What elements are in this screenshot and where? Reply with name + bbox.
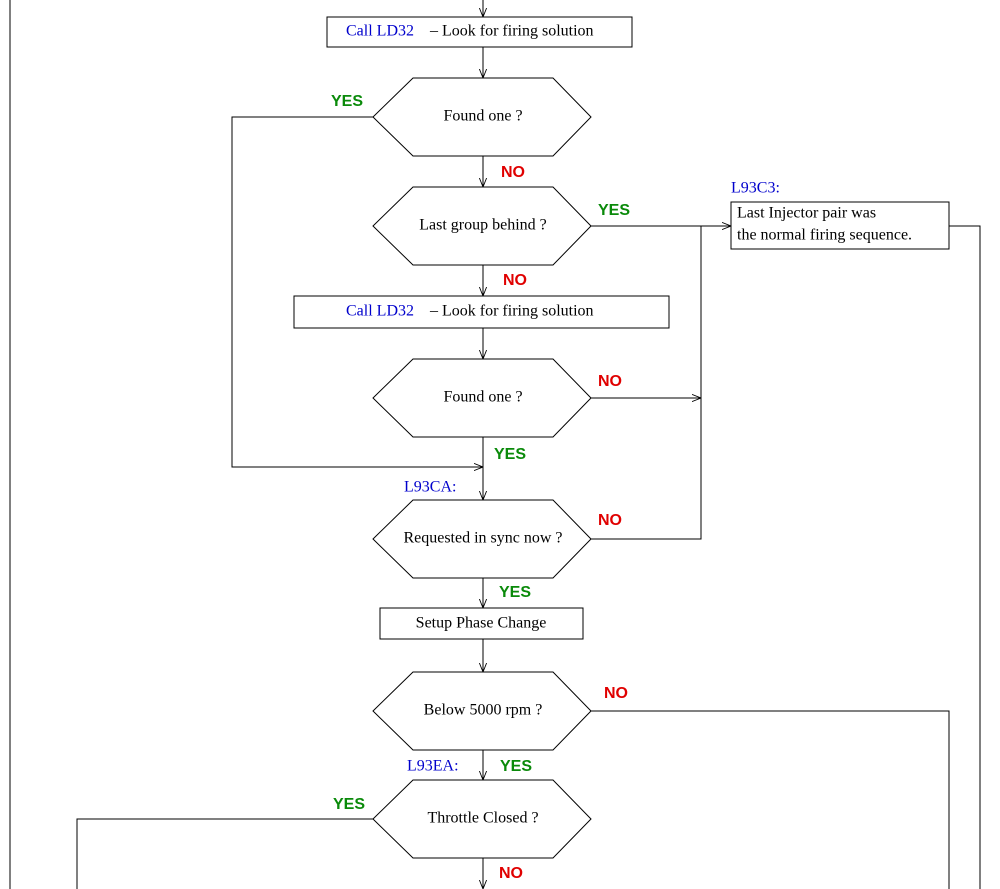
decision-shape: [372, 77, 592, 157]
process-box: Call LD32 – Look for firing solution: [326, 16, 633, 48]
box-text: Setup Phase Change: [416, 615, 547, 632]
decision-text: Found one ?: [443, 389, 522, 406]
address-label: L93EA:: [407, 758, 459, 775]
decision: Throttle Closed ? YES NO: [333, 779, 592, 882]
decision: Requested in sync now ? YES NO: [372, 499, 622, 601]
process-box: Call LD32 – Look for firing solution: [293, 295, 670, 329]
call-label: Call LD32: [346, 303, 414, 320]
decision: Below 5000 rpm ? YES NO: [372, 671, 628, 775]
decision-shape: [372, 186, 592, 266]
decision-text: Requested in sync now ?: [403, 530, 562, 547]
decision-text: Found one ?: [443, 108, 522, 125]
box-text: the normal firing sequence.: [737, 227, 912, 244]
decision-text: Throttle Closed ?: [427, 810, 538, 827]
box-text: – Look for firing solution: [429, 303, 594, 320]
decision: Last group behind ? YES NO: [372, 186, 630, 289]
process-box: Setup Phase Change: [379, 607, 584, 640]
yes-label: YES: [598, 202, 630, 219]
no-label: NO: [598, 512, 622, 529]
decision-shape: [372, 671, 592, 751]
yes-label: YES: [331, 93, 363, 110]
decision-shape: [372, 779, 592, 859]
box-text: – Look for firing solution: [429, 23, 594, 40]
no-label: NO: [499, 865, 523, 882]
box-text: Last Injector pair was: [737, 205, 876, 222]
decision: Found one ? YES NO: [372, 358, 622, 463]
decisions: Found one ? YES NO Last group behind ? YES NO…: [331, 77, 630, 882]
address-label: L93C3:: [731, 180, 780, 197]
decision-shape: [372, 499, 592, 579]
address-label: L93CA:: [404, 479, 456, 496]
no-label: NO: [604, 685, 628, 702]
process-box: L93C3: Last Injector pair was the normal…: [730, 180, 950, 250]
decision-text: Last group behind ?: [419, 217, 547, 234]
decision-text: Below 5000 rpm ?: [424, 702, 543, 719]
no-label: NO: [503, 272, 527, 289]
yes-label: YES: [500, 758, 532, 775]
decision-shape: [372, 358, 592, 438]
no-label: NO: [598, 373, 622, 390]
decision: Found one ? YES NO: [331, 77, 592, 181]
yes-label: YES: [494, 446, 526, 463]
yes-label: YES: [333, 796, 365, 813]
connectors: [9, 0, 981, 889]
call-label: Call LD32: [346, 23, 414, 40]
no-label: NO: [501, 164, 525, 181]
yes-label: YES: [499, 584, 531, 601]
